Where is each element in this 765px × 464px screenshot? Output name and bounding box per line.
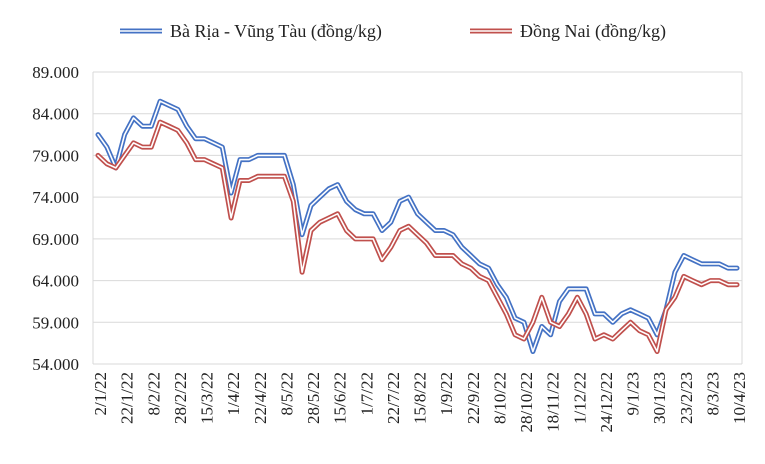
x-tick-label: 24/12/22: [597, 372, 616, 432]
y-tick-label: 74.000: [32, 188, 79, 207]
x-tick-label: 28/2/22: [171, 372, 190, 424]
y-tick-label: 89.000: [32, 63, 79, 82]
y-tick-label: 84.000: [32, 105, 79, 124]
x-tick-label: 1/9/22: [437, 372, 456, 415]
y-axis: 54.000 59.000 64.000 69.000 74.000 79.000 84.0…: [32, 63, 79, 374]
y-tick-label: 69.000: [32, 230, 79, 249]
legend-item: Đồng Nai (đồng/kg): [470, 21, 666, 42]
series-dong-nai: [95, 119, 740, 354]
y-tick-label: 54.000: [32, 355, 79, 374]
x-tick-label: 18/11/22: [544, 372, 563, 432]
x-tick-label: 15/6/22: [331, 372, 350, 424]
x-tick-label: 28/10/22: [517, 372, 536, 432]
legend: Bà Rịa - Vũng Tàu (đồng/kg) Đồng Nai (đồn…: [120, 21, 666, 42]
x-tick-label: 28/5/22: [304, 372, 323, 424]
legend-item: Bà Rịa - Vũng Tàu (đồng/kg): [120, 21, 382, 42]
x-tick-label: 8/10/22: [490, 372, 509, 424]
x-tick-label: 30/1/23: [650, 372, 669, 424]
series-ba-ria-vung-tau: [95, 98, 740, 354]
x-tick-label: 1/12/22: [570, 372, 589, 424]
x-tick-label: 2/1/22: [91, 372, 110, 415]
x-tick-label: 10/4/23: [730, 372, 749, 424]
x-axis: 2/1/22 22/1/22 8/2/22 28/2/22 15/3/22 1/4/22 2…: [91, 372, 749, 432]
series-line-core: [97, 121, 738, 353]
y-tick-label: 59.000: [32, 313, 79, 332]
x-tick-label: 22/4/22: [251, 372, 270, 424]
y-tick-label: 79.000: [32, 146, 79, 165]
x-tick-label: 22/9/22: [464, 372, 483, 424]
x-tick-label: 15/8/22: [411, 372, 430, 424]
series-group: [95, 98, 740, 354]
x-tick-label: 22/1/22: [118, 372, 137, 424]
x-tick-label: 1/4/22: [224, 372, 243, 415]
x-tick-label: 23/2/23: [677, 372, 696, 424]
gridlines: [92, 71, 743, 365]
x-tick-label: 8/3/23: [703, 372, 722, 415]
y-tick-label: 64.000: [32, 272, 79, 291]
x-tick-label: 9/1/23: [624, 372, 643, 415]
x-tick-label: 8/5/22: [277, 372, 296, 415]
x-tick-label: 15/3/22: [198, 372, 217, 424]
series-line-core: [97, 100, 738, 353]
x-tick-label: 8/2/22: [144, 372, 163, 415]
legend-label: Bà Rịa - Vũng Tàu (đồng/kg): [170, 21, 382, 42]
legend-label: Đồng Nai (đồng/kg): [520, 21, 666, 42]
x-tick-label: 1/7/22: [357, 372, 376, 415]
x-tick-label: 22/7/22: [384, 372, 403, 424]
